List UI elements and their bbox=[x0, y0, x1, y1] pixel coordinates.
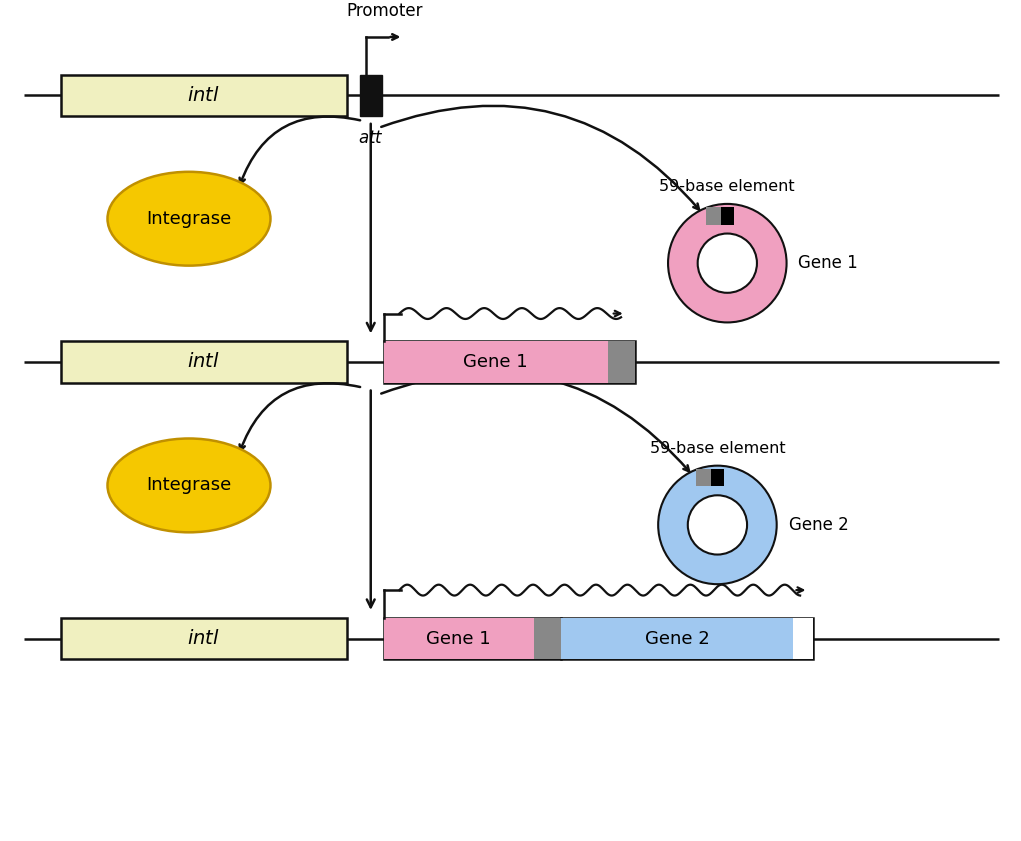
Text: 59-base element: 59-base element bbox=[660, 179, 795, 194]
Ellipse shape bbox=[107, 438, 271, 532]
Bar bbox=[711, 468, 724, 486]
Circle shape bbox=[688, 495, 747, 554]
Bar bbox=[607, 341, 635, 383]
Bar bbox=[384, 618, 562, 659]
Text: Integrase: Integrase bbox=[146, 209, 232, 228]
Bar bbox=[384, 618, 534, 659]
Bar bbox=[534, 618, 562, 659]
Text: Gene 1: Gene 1 bbox=[798, 254, 859, 272]
Text: $\mathit{att}$: $\mathit{att}$ bbox=[358, 129, 384, 147]
Text: 59-base element: 59-base element bbox=[649, 441, 785, 456]
Bar bbox=[60, 75, 347, 116]
Text: Gene 1: Gene 1 bbox=[464, 353, 528, 371]
Bar bbox=[696, 468, 711, 486]
Text: Gene 2: Gene 2 bbox=[645, 630, 710, 648]
Bar bbox=[793, 618, 814, 659]
Text: Gene 1: Gene 1 bbox=[427, 630, 491, 648]
Text: Promoter: Promoter bbox=[346, 3, 423, 20]
Bar bbox=[359, 75, 382, 116]
Circle shape bbox=[668, 204, 786, 322]
Circle shape bbox=[659, 466, 777, 584]
Bar bbox=[562, 618, 814, 659]
Bar bbox=[707, 207, 721, 225]
Ellipse shape bbox=[107, 172, 271, 266]
Text: Gene 2: Gene 2 bbox=[788, 516, 848, 534]
Text: $\mathit{intl}$: $\mathit{intl}$ bbox=[188, 352, 221, 372]
Bar bbox=[384, 341, 635, 383]
Bar bbox=[721, 207, 734, 225]
Bar bbox=[384, 341, 607, 383]
Text: $\mathit{intl}$: $\mathit{intl}$ bbox=[188, 629, 221, 648]
Bar bbox=[60, 618, 347, 659]
Text: Integrase: Integrase bbox=[146, 476, 232, 495]
Bar bbox=[562, 618, 793, 659]
Text: $\mathit{intl}$: $\mathit{intl}$ bbox=[188, 86, 221, 105]
Bar bbox=[60, 341, 347, 383]
Circle shape bbox=[697, 234, 757, 293]
